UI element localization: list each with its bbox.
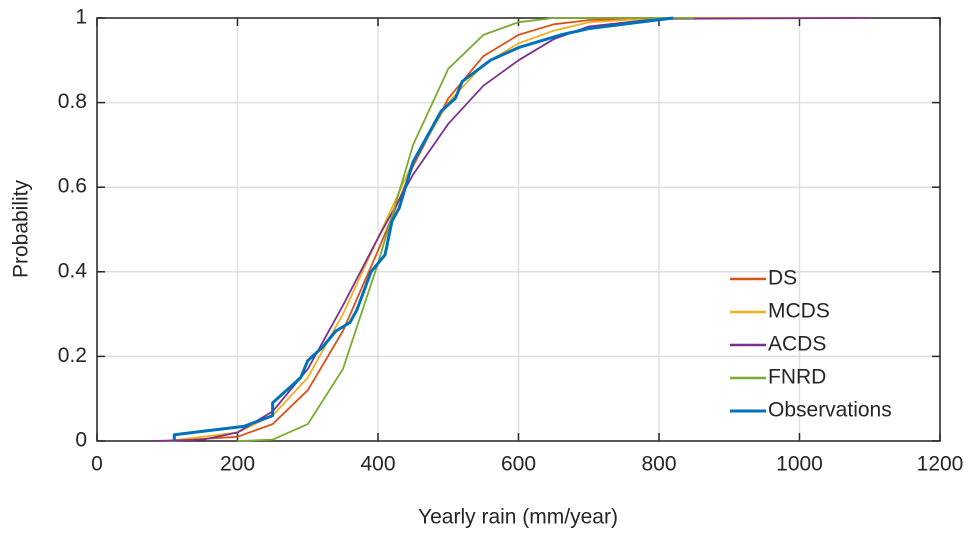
x-tick-label: 1200 [917, 453, 964, 476]
x-axis-label: Yearly rain (mm/year) [418, 506, 618, 529]
legend-label: FNRD [768, 366, 826, 389]
x-tick-label: 200 [220, 453, 255, 476]
x-tick-label: 800 [641, 453, 676, 476]
legend-label: Observations [768, 399, 892, 422]
series-line [172, 16, 674, 441]
series-line [237, 17, 695, 442]
y-tick-label: 0.6 [58, 175, 87, 198]
x-tick-label: 1000 [776, 453, 823, 476]
plot-frame [96, 17, 941, 442]
x-tick-label: 400 [360, 453, 395, 476]
y-tick-label: 0.2 [58, 344, 87, 367]
x-tick-label: 0 [91, 453, 103, 476]
y-tick-label: 1 [75, 6, 87, 29]
legend-label: MCDS [768, 300, 830, 323]
y-axis-label: Probability [10, 179, 33, 278]
x-tick-label: 600 [501, 453, 536, 476]
y-tick-label: 0.8 [58, 90, 87, 113]
legend-label: ACDS [768, 333, 826, 356]
legend-label: DS [768, 267, 797, 290]
y-tick-label: 0 [75, 429, 87, 452]
y-tick-label: 0.4 [58, 259, 88, 282]
